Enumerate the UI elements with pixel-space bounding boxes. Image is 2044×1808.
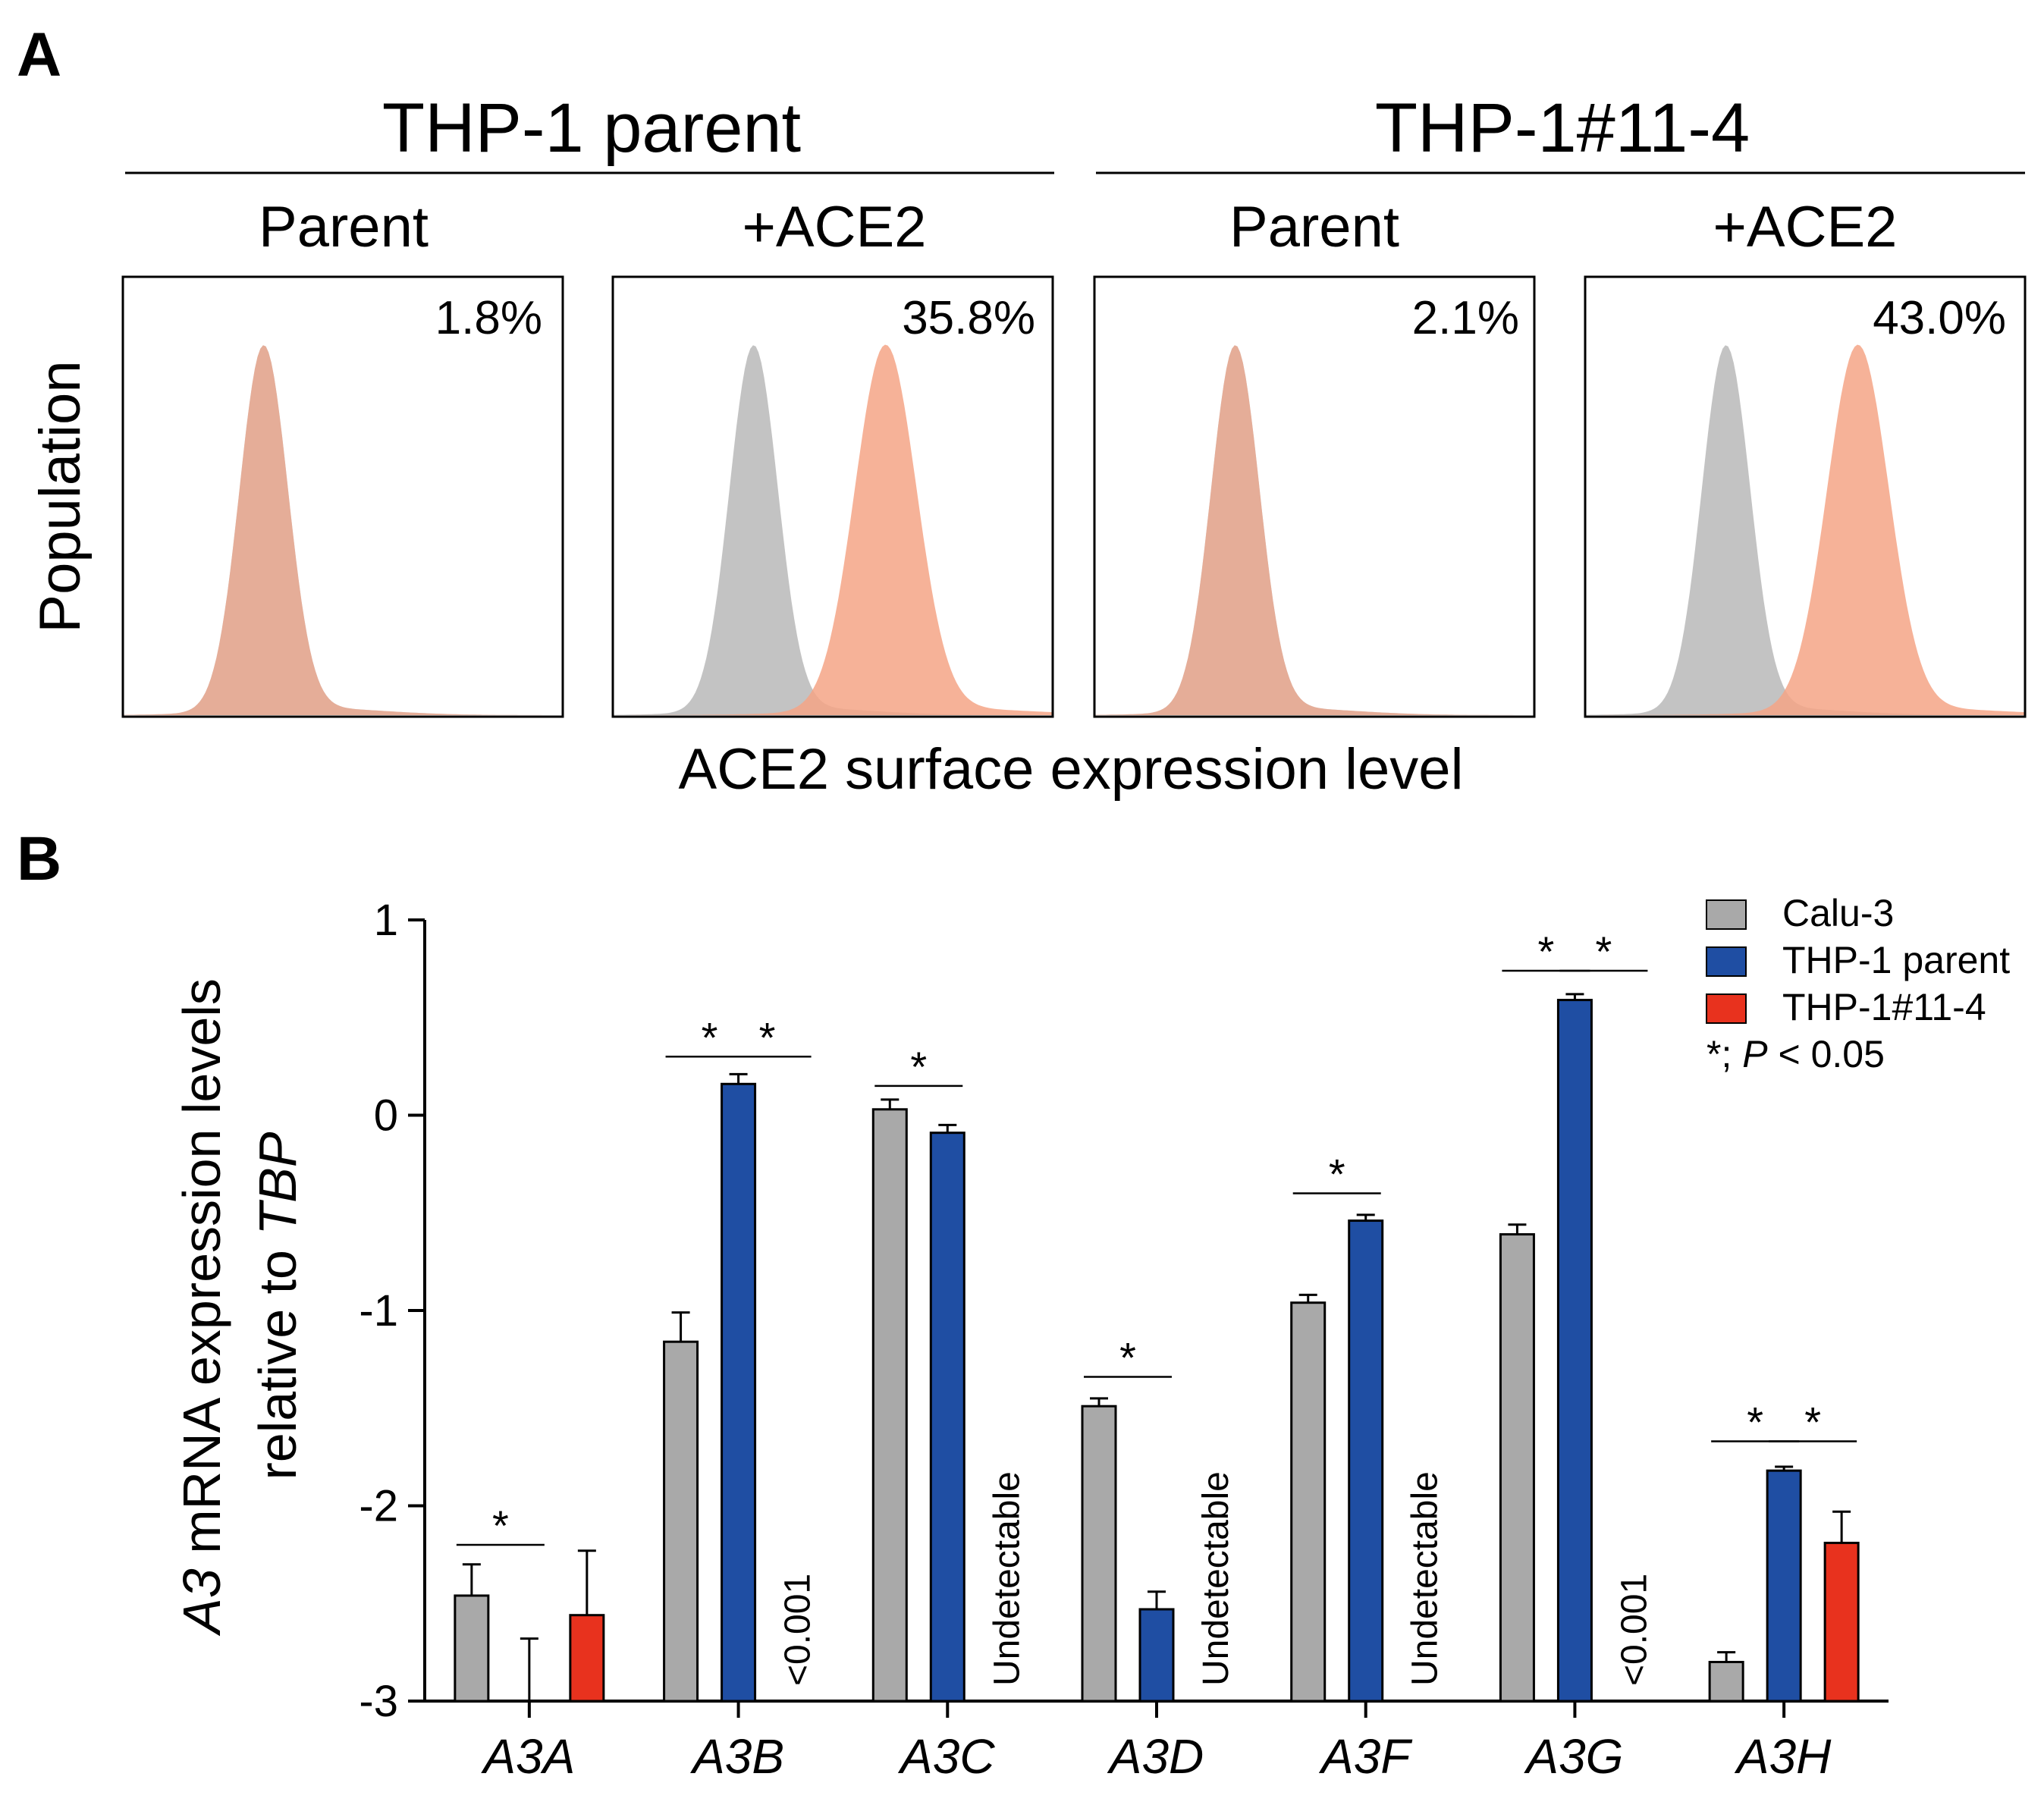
y-tick-label: -1 [359,1286,398,1336]
panel-a-label: A [17,20,61,89]
panel-b: B A3 mRNA expression levels relative to … [17,824,2010,1784]
panel-1-percent: 1.8% [435,292,542,344]
y-axis-title-line-2: relative to TBP [248,1132,307,1480]
significance-star: * [1329,1150,1345,1198]
bar [871,1108,908,1703]
bar-annotation: <0.001 [778,1574,818,1686]
bar [1081,1405,1117,1703]
legend-note-suffix: < 0.05 [1768,1033,1885,1075]
bar [1556,999,1593,1703]
bar-annotation: <0.001 [1614,1574,1654,1686]
legend-swatch-calu3 [1706,899,1747,930]
group-2-title: THP-1#11-4 [1375,89,1750,167]
panel-4-percent: 43.0% [1873,292,2006,344]
bar-annotation: Undetectable [1405,1471,1446,1686]
histogram-frame [1093,275,1536,718]
panel-3-percent: 2.1% [1412,292,1519,344]
y-axis-title-text-2: relative to [248,1235,307,1480]
significance-star: * [1596,928,1612,975]
bar [1348,1219,1384,1703]
y-axis-title-line-1: A3 mRNA expression levels [172,978,231,1637]
legend-label-calu3: Calu-3 [1782,892,1894,934]
histogram-panel-4 [1584,275,2027,718]
significance-star: * [759,1013,776,1061]
x-tick-label: A3D [1107,1729,1204,1784]
y-axis-title-ref: TBP [248,1132,307,1235]
x-tick-label: A3G [1523,1729,1623,1784]
significance-star: * [910,1043,927,1091]
legend-label-thp1-parent: THP-1 parent [1782,939,2010,981]
y-axis-title-gene: A3 [172,1568,231,1637]
histogram-frame [611,275,1054,718]
bar [929,1132,965,1703]
y-tick-label: 0 [374,1091,398,1141]
ace2-histogram [613,344,1053,715]
bar [1766,1469,1802,1703]
control-histogram [1585,345,2025,715]
bar [1290,1301,1327,1703]
histogram-panel-3 [1093,275,1536,718]
panel-a-xlabel: ACE2 surface expression level [679,737,1464,802]
legend-note-prefix: *; [1706,1033,1742,1075]
significance-star: * [1747,1398,1763,1446]
significance-star: * [1538,928,1555,975]
x-tick-label: A3B [689,1729,784,1784]
x-tick-label: A3C [897,1729,995,1784]
histogram-frame [121,275,564,718]
y-tick-label: -2 [359,1482,398,1531]
significance-star: * [1119,1334,1136,1382]
bar-annotation: Undetectable [987,1471,1027,1686]
panel-3-subtitle: Parent [1229,195,1399,259]
panel-4-subtitle: +ACE2 [1713,195,1898,259]
y-tick-label: 1 [374,896,398,945]
x-tick-label: A3F [1318,1729,1413,1784]
bar [1499,1233,1535,1703]
histogram-panel-1 [121,275,564,718]
control-histogram [123,345,563,715]
histogram-frame [1584,275,2027,718]
ace2-histogram [1094,345,1534,715]
control-histogram [613,345,1053,715]
panel-2-percent: 35.8% [902,292,1035,344]
legend-swatch-thp1-parent [1706,946,1747,977]
bar [1138,1608,1175,1703]
y-tick-label: -3 [359,1677,398,1726]
x-tick-label: A3H [1734,1729,1832,1784]
bar-annotation: Undetectable [1196,1471,1236,1686]
bar [569,1614,605,1703]
bar-chart: 1 0 -1 -2 -3 A3A A3B A3C A3D A3F A3G A3H <0.001 Undet… [359,896,1889,1784]
legend-significance-note: *; P < 0.05 [1706,1033,1885,1075]
significance-star: * [702,1013,718,1061]
bar [1823,1541,1860,1703]
control-histogram [1094,345,1534,715]
panel-a: A THP-1 parent THP-1#11-4 Parent +ACE2 P… [17,20,2027,802]
significance-star: * [492,1502,509,1549]
significance-star: * [1804,1398,1821,1446]
group-1-title: THP-1 parent [382,89,801,167]
legend-note-p: P [1742,1033,1768,1075]
panel-2-subtitle: +ACE2 [743,195,927,259]
bar [721,1082,757,1703]
bar [454,1594,490,1703]
y-axis-title-text: mRNA expression levels [172,978,231,1568]
legend: Calu-3 THP-1 parent THP-1#11-4 *; P < 0.… [1706,892,2010,1075]
legend-label-thp1-11-4: THP-1#11-4 [1782,986,1986,1028]
x-tick-label: A3A [480,1729,575,1784]
panel-a-ylabel: Population [28,360,93,632]
histogram-panel-2 [611,275,1054,718]
ace2-histogram [1585,344,2025,715]
bar [663,1340,699,1703]
bar [1708,1661,1744,1703]
ace2-histogram [123,345,563,715]
panel-1-subtitle: Parent [259,195,429,259]
legend-swatch-thp1-11-4 [1706,993,1747,1024]
panel-b-label: B [17,824,61,893]
